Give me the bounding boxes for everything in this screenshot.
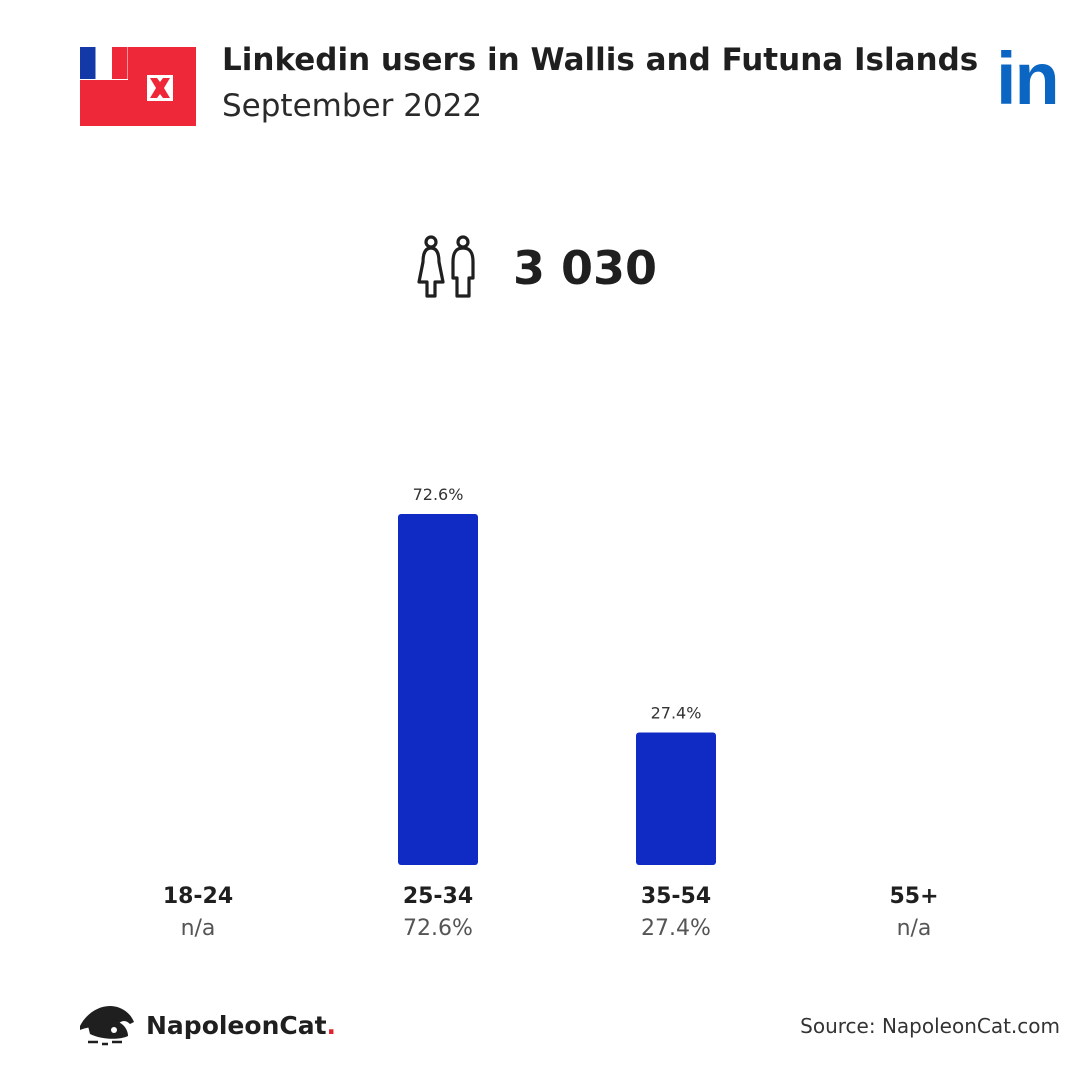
x-tick-label: 55+ <box>889 884 939 909</box>
x-tick-value: n/a <box>180 916 216 941</box>
x-tick-label: 25-34 <box>402 884 474 909</box>
linkedin-logo-icon: in <box>996 37 1060 120</box>
napoleoncat-wordmark: NapoleonCat. <box>146 1011 336 1040</box>
footer-brand-name: NapoleonCat <box>146 1010 327 1040</box>
bar-label-35-54: 27.4% <box>651 704 702 723</box>
footer-brand-dot: . <box>326 1010 337 1040</box>
bar-label-25-34: 72.6% <box>413 485 464 504</box>
source-note: Source: NapoleonCat.com <box>800 1014 1060 1038</box>
total-users-value: 3 030 <box>512 241 658 295</box>
x-tick-value: n/a <box>896 916 932 941</box>
x-tick-label: 35-54 <box>640 884 712 909</box>
page-subtitle: September 2022 <box>222 88 483 124</box>
bar-35-54 <box>636 732 716 865</box>
x-tick-value: 27.4% <box>641 916 711 941</box>
flag-icon <box>80 47 196 126</box>
people-icon <box>417 235 475 298</box>
x-tick-label: 18-24 <box>162 884 234 909</box>
page-title: Linkedin users in Wallis and Futuna Isla… <box>222 42 979 78</box>
total-users: 3 030 <box>0 232 1075 304</box>
bar-25-34 <box>398 514 478 865</box>
napoleoncat-logo-icon <box>80 1006 134 1046</box>
napoleoncat-logo: NapoleonCat. <box>78 1000 336 1050</box>
x-tick-value: 72.6% <box>403 916 473 941</box>
